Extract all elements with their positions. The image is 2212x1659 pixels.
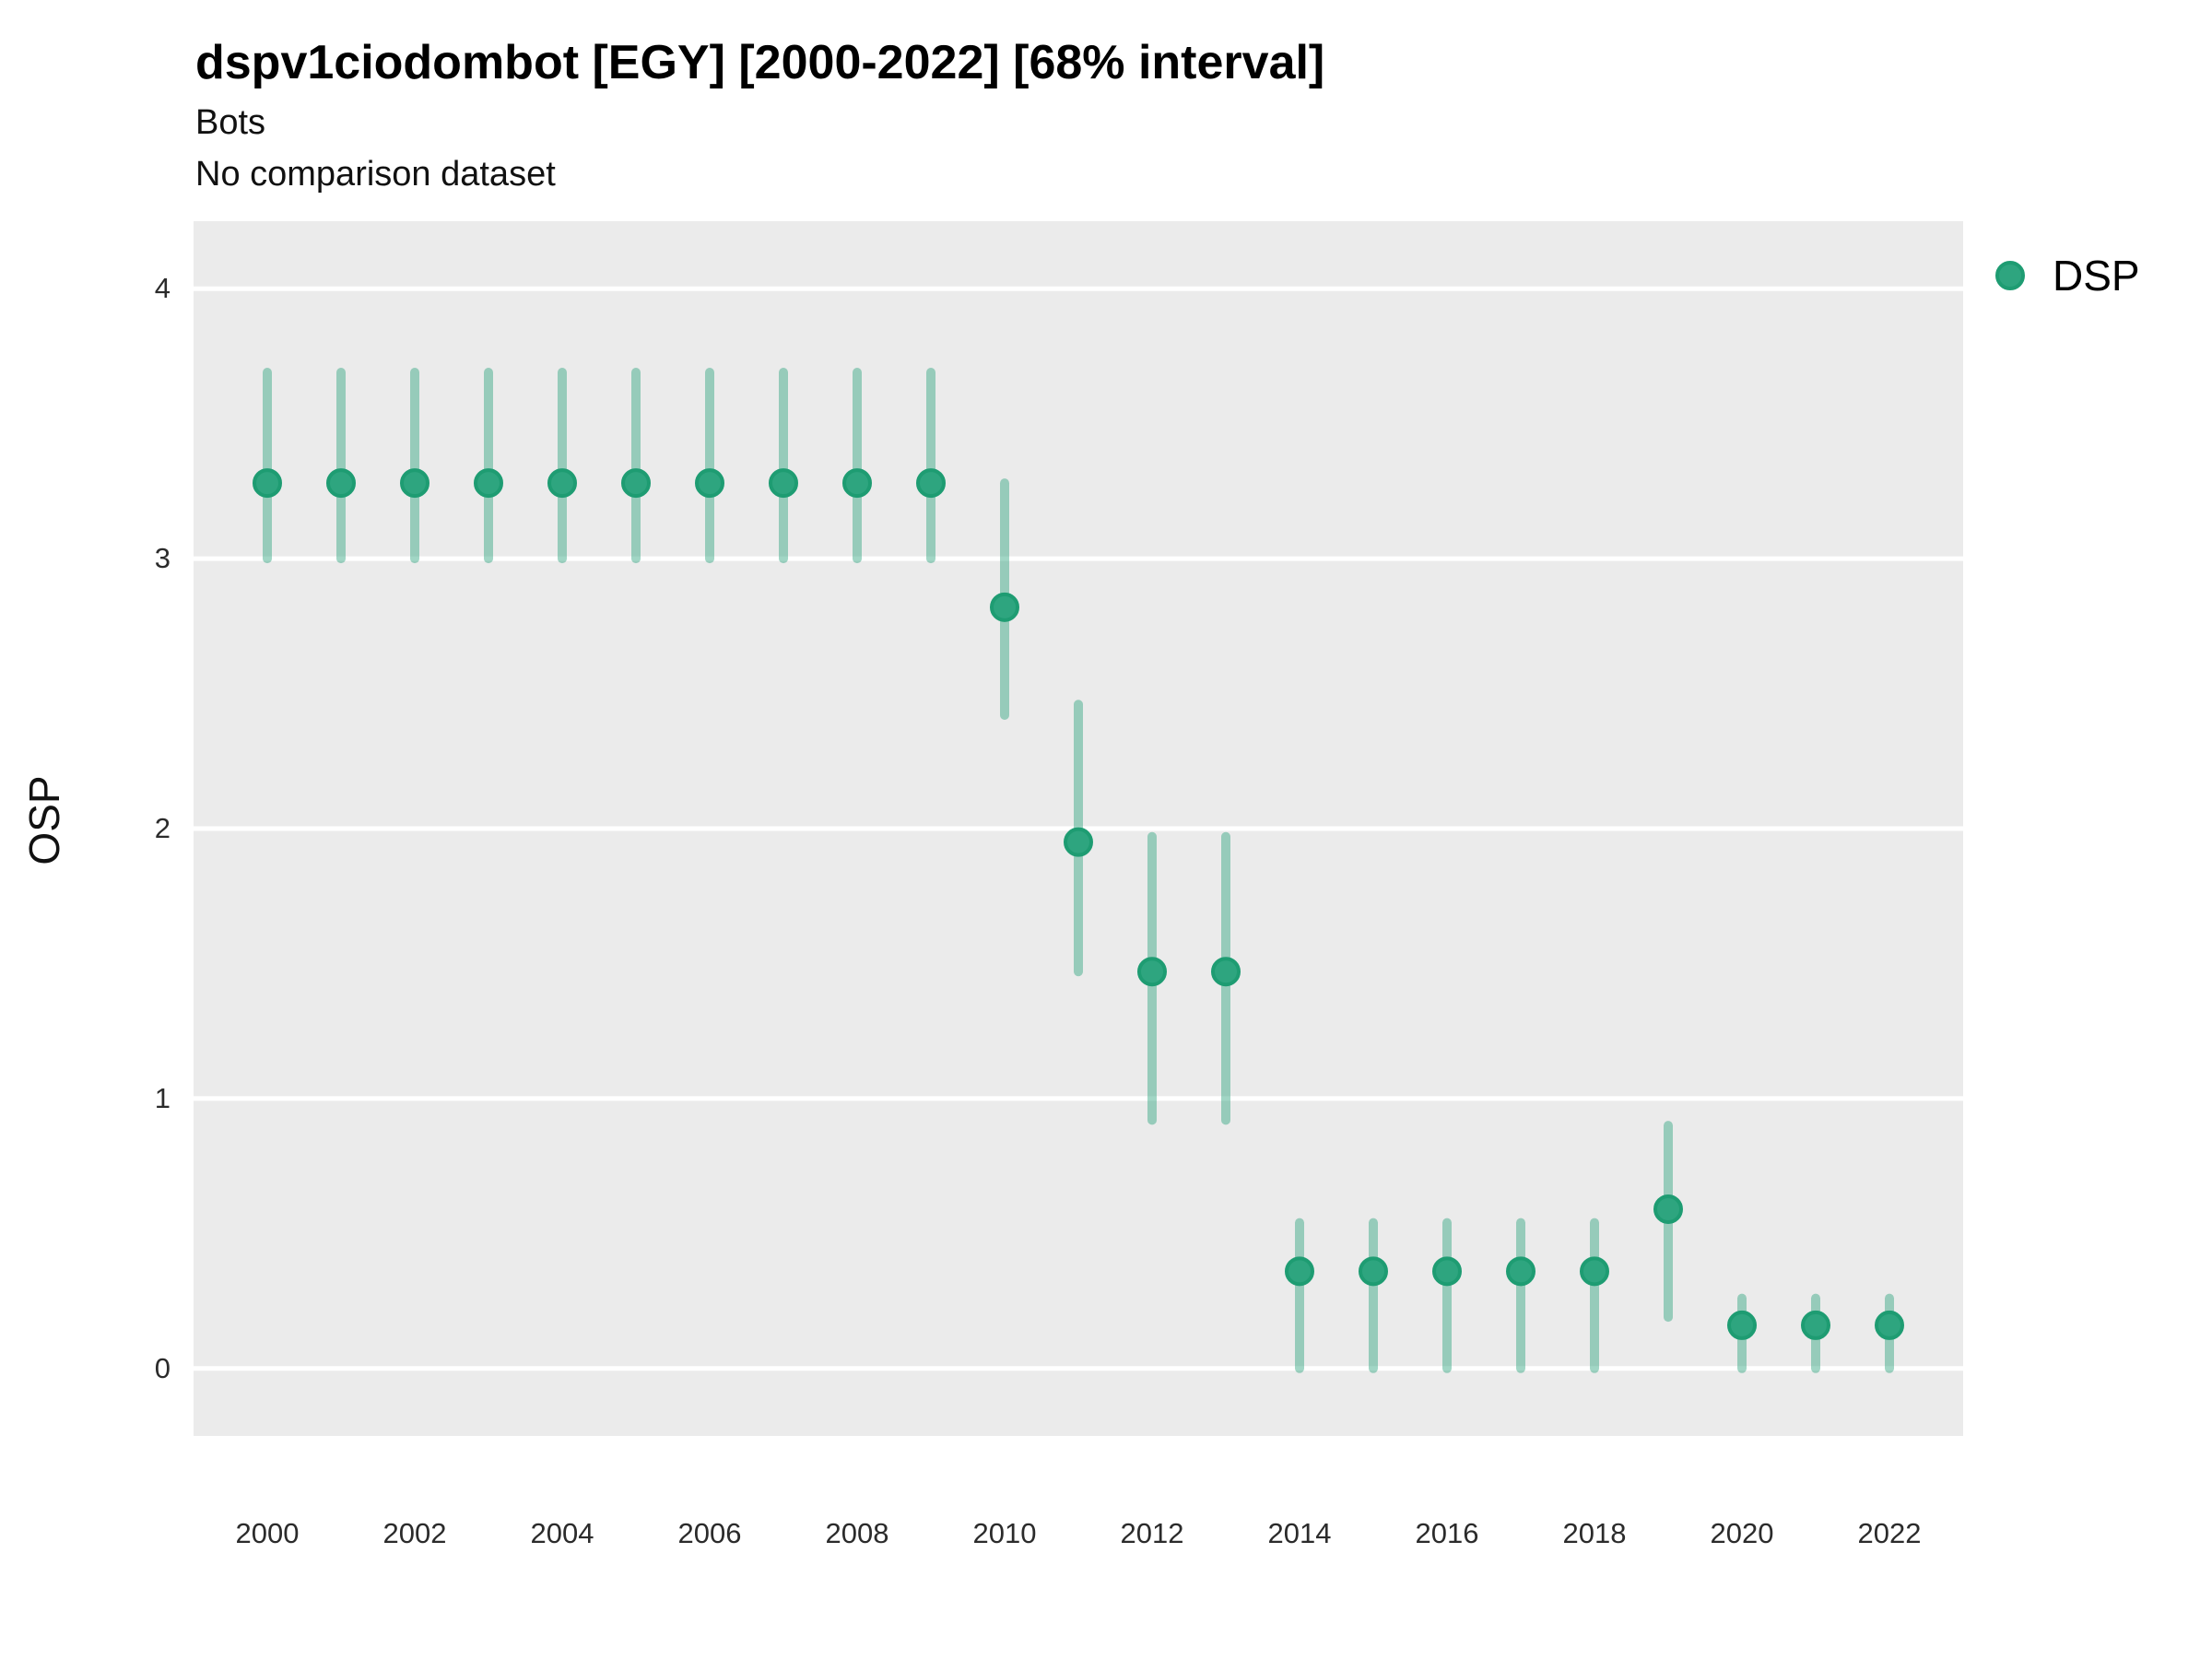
y-tick-label-2: 2 <box>154 812 171 844</box>
data-point-2003 <box>474 468 503 499</box>
x-tick-label-2008: 2008 <box>825 1517 889 1549</box>
data-point-2009 <box>916 468 946 499</box>
y-tick-label-0: 0 <box>154 1351 171 1384</box>
data-point-2013 <box>1211 957 1241 987</box>
data-point-2015 <box>1359 1256 1388 1287</box>
data-point-2004 <box>547 468 577 499</box>
x-tick-label-2004: 2004 <box>530 1517 594 1549</box>
data-point-2002 <box>400 468 429 499</box>
data-point-2016 <box>1432 1256 1462 1287</box>
data-point-2011 <box>1064 827 1093 857</box>
data-point-2010 <box>990 592 1019 622</box>
data-point-2007 <box>769 468 798 499</box>
x-tick-label-2014: 2014 <box>1267 1517 1332 1549</box>
y-tick-label-4: 4 <box>154 272 171 305</box>
x-tick-label-2018: 2018 <box>1562 1517 1627 1549</box>
x-tick-label-2006: 2006 <box>677 1517 742 1549</box>
x-tick-label-2000: 2000 <box>235 1517 300 1549</box>
x-tick-label-2022: 2022 <box>1857 1517 1922 1549</box>
data-point-2001 <box>326 468 356 499</box>
chart-title: dspv1ciodombot [EGY] [2000-2022] [68% in… <box>195 36 1325 89</box>
plot-panel <box>194 221 1963 1436</box>
x-tick-label-2010: 2010 <box>972 1517 1037 1549</box>
y-tick-label-3: 3 <box>154 542 171 575</box>
x-tick-label-2020: 2020 <box>1710 1517 1774 1549</box>
data-point-2020 <box>1727 1310 1757 1340</box>
legend: DSP <box>1995 254 2140 297</box>
data-point-2012 <box>1137 957 1167 987</box>
data-point-2019 <box>1653 1194 1683 1224</box>
data-point-2021 <box>1801 1310 1830 1340</box>
legend-label-dsp: DSP <box>2053 252 2140 300</box>
data-point-2022 <box>1875 1310 1904 1340</box>
data-point-2006 <box>695 468 724 499</box>
data-point-2014 <box>1285 1256 1314 1287</box>
data-point-2018 <box>1580 1256 1609 1287</box>
data-point-2008 <box>842 468 872 499</box>
y-tick-label-1: 1 <box>154 1081 171 1114</box>
legend-point-marker-icon <box>1995 261 2025 290</box>
data-point-2000 <box>253 468 282 499</box>
x-tick-label-2002: 2002 <box>382 1517 447 1549</box>
x-tick-label-2012: 2012 <box>1120 1517 1184 1549</box>
data-point-2017 <box>1506 1256 1535 1287</box>
comparison-note: No comparison dataset <box>195 155 556 194</box>
chart-subtitle: Bots <box>195 103 266 142</box>
plot-area-svg <box>194 286 1963 1373</box>
data-point-2005 <box>621 468 651 499</box>
x-tick-label-2016: 2016 <box>1415 1517 1479 1549</box>
